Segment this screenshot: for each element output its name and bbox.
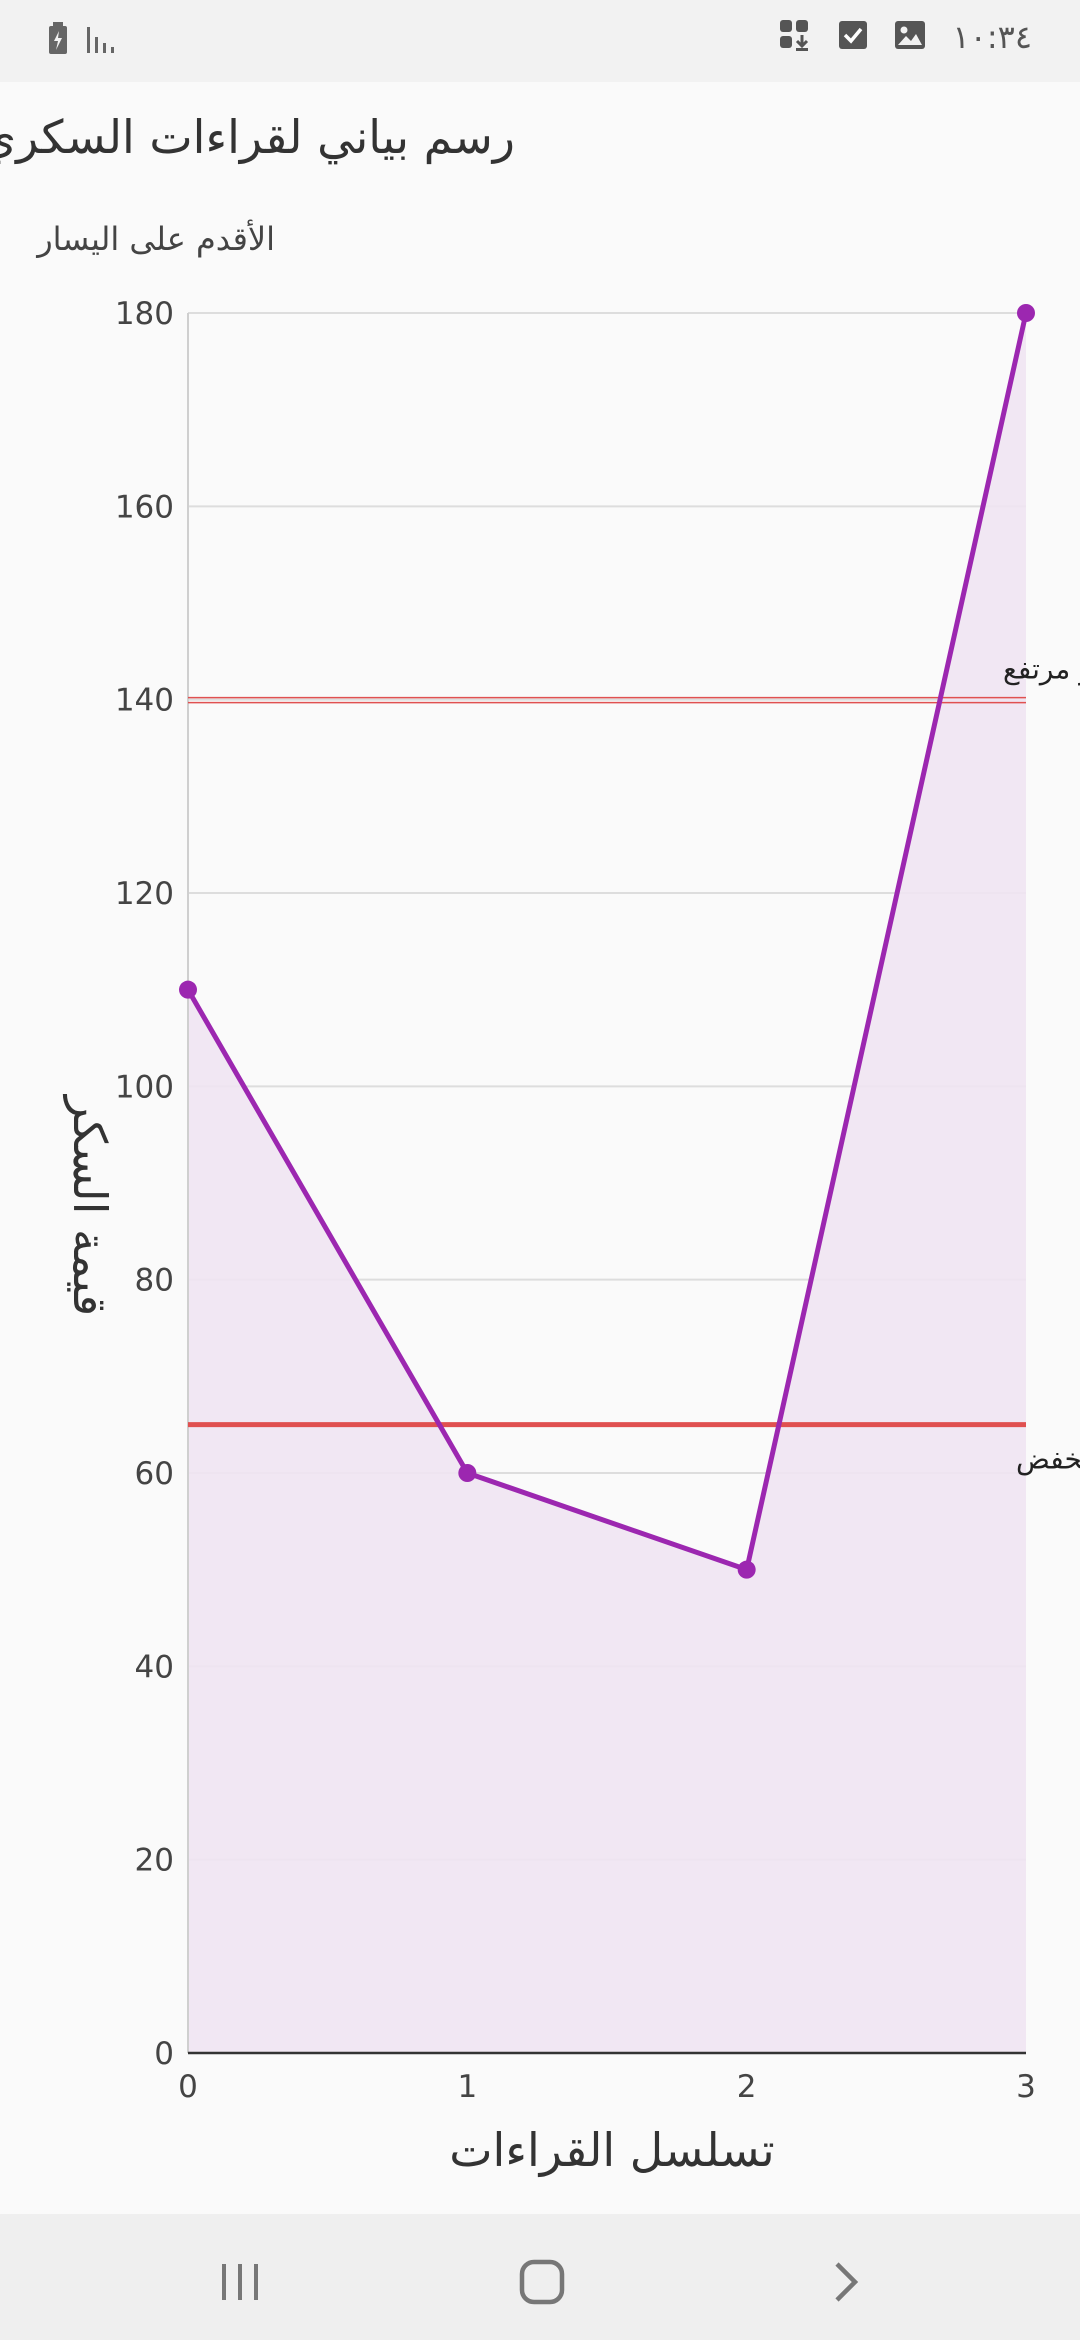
x-tick-label: 0: [178, 2069, 198, 2105]
series-area: [188, 313, 1026, 2053]
y-tick-label: 140: [115, 683, 174, 719]
data-point: [179, 980, 197, 999]
navigation-bar: [0, 2214, 1080, 2340]
data-point: [737, 1560, 756, 1579]
image-icon: [894, 20, 926, 54]
y-tick-label: 100: [115, 1069, 174, 1105]
home-icon: [519, 2259, 565, 2305]
y-tick-label: 120: [115, 876, 174, 912]
x-tick-label: 3: [1016, 2069, 1036, 2105]
data-point: [1017, 304, 1035, 322]
y-tick-label: 0: [154, 2036, 174, 2072]
y-tick-label: 40: [135, 1649, 174, 1685]
status-right-icons: ١٠:٣٤: [778, 18, 1032, 56]
checkbox-icon: [838, 20, 868, 54]
status-time: ١٠:٣٤: [952, 18, 1032, 56]
series-line: [185, 312, 1029, 1573]
recent-apps-icon: [222, 2264, 258, 2300]
reference-label-low: مستوى السكر منخفض: [1016, 1443, 1080, 1476]
home-button[interactable]: [512, 2252, 572, 2312]
y-tick-label: 20: [135, 1843, 174, 1879]
signal-icon: [86, 23, 116, 59]
back-icon: [835, 2262, 859, 2302]
x-tick-label: 1: [457, 2069, 477, 2105]
x-tick-label: 2: [737, 2069, 757, 2105]
y-tick-label: 80: [135, 1263, 174, 1299]
y-axis-title: قيمة السكر: [62, 1094, 117, 1316]
page-subtitle: الأقدم على اليسار: [37, 220, 275, 258]
data-point: [458, 1464, 477, 1482]
y-tick-label: 60: [135, 1456, 174, 1492]
reference-label-high: مستوى السكر مرتفع: [1003, 653, 1080, 686]
recent-apps-button[interactable]: [210, 2252, 270, 2312]
status-left-icons: [48, 22, 116, 60]
page-title: رسم بياني لقراءات السكري: [0, 110, 515, 164]
status-bar: ١٠:٣٤: [0, 0, 1080, 82]
y-tick-label: 180: [115, 296, 174, 332]
glucose-line-chart: 0 20 40 60 80 100 120 140 160 180 0 1 2 3 مستوى السكر …: [62, 296, 1080, 2178]
app-download-icon: [778, 18, 812, 56]
y-tick-label: 160: [115, 489, 174, 525]
x-axis-title: تسلسل القراءات: [449, 2123, 775, 2178]
back-button[interactable]: [816, 2252, 876, 2312]
battery-charging-icon: [48, 22, 72, 60]
